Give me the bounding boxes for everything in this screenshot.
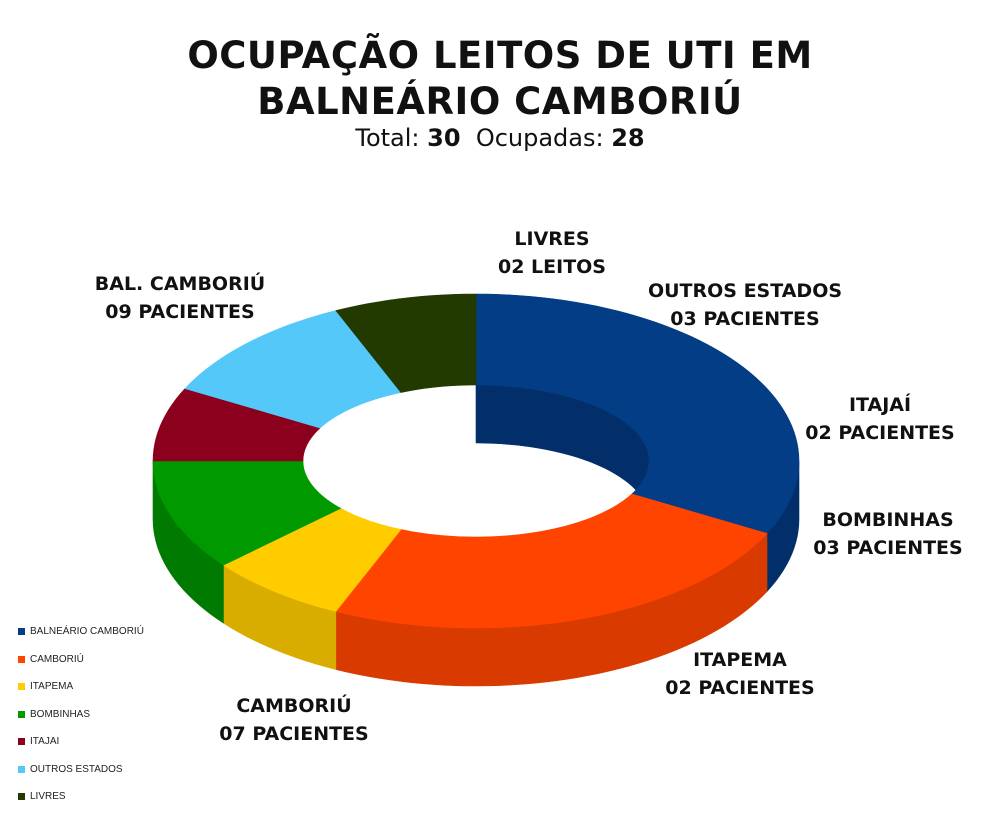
- chart-subtitle: Total: 30 Ocupadas: 28: [0, 124, 1000, 152]
- legend-item: BOMBINHAS: [18, 701, 144, 729]
- legend-swatch: [18, 655, 25, 663]
- total-value: 30: [427, 124, 461, 152]
- legend-label: ITAJAI: [30, 736, 60, 748]
- slice-label-livres: LIVRES 02 LEITOS: [462, 225, 642, 281]
- chart-title-line2: BALNEÁRIO CAMBORIÚ: [257, 80, 743, 123]
- slice-label-line2: 02 PACIENTES: [805, 422, 955, 444]
- slice-label-camboriu: CAMBORIÚ 07 PACIENTES: [204, 692, 384, 748]
- total-label: Total:: [355, 124, 420, 152]
- chart-title-line1: OCUPAÇÃO LEITOS DE UTI EM: [187, 34, 813, 77]
- slice-label-line1: ITAJAÍ: [848, 394, 912, 416]
- legend-item: OUTROS ESTADOS: [18, 756, 144, 784]
- slice-label-line2: 09 PACIENTES: [105, 301, 255, 323]
- legend-item: LIVRES: [18, 783, 144, 811]
- chart-legend: BALNEÁRIO CAMBORIÚ CAMBORIÚ ITAPEMA BOMB…: [18, 618, 144, 811]
- legend-swatch: [18, 710, 25, 718]
- slice-label-itajai: ITAJAÍ 02 PACIENTES: [790, 391, 970, 447]
- legend-label: BALNEÁRIO CAMBORIÚ: [30, 626, 144, 638]
- legend-swatch: [18, 738, 25, 746]
- slice-label-itapema: ITAPEMA 02 PACIENTES: [650, 646, 830, 702]
- legend-swatch: [18, 683, 25, 691]
- legend-item: CAMBORIÚ: [18, 646, 144, 674]
- slice-label-bal-camboriu: BAL. CAMBORIÚ 09 PACIENTES: [90, 270, 270, 326]
- slice-label-line2: 07 PACIENTES: [219, 723, 369, 745]
- legend-swatch: [18, 765, 25, 773]
- slice-label-line1: LIVRES: [514, 228, 590, 250]
- legend-swatch: [18, 793, 25, 801]
- legend-label: OUTROS ESTADOS: [30, 763, 123, 775]
- slice-label-line2: 03 PACIENTES: [670, 308, 820, 330]
- slice-label-line1: OUTROS ESTADOS: [647, 280, 843, 302]
- slice-label-line1: BOMBINHAS: [822, 509, 954, 531]
- slice-label-line2: 02 PACIENTES: [665, 677, 815, 699]
- legend-label: BOMBINHAS: [30, 708, 91, 720]
- slice-label-line1: BAL. CAMBORIÚ: [94, 273, 266, 295]
- legend-swatch: [18, 628, 25, 636]
- slice-label-line1: CAMBORIÚ: [236, 695, 352, 717]
- legend-label: LIVRES: [30, 791, 66, 803]
- legend-item: BALNEÁRIO CAMBORIÚ: [18, 618, 144, 646]
- legend-item: ITAJAI: [18, 728, 144, 756]
- slice-label-outros-estados: OUTROS ESTADOS 03 PACIENTES: [640, 277, 850, 333]
- occupied-value: 28: [611, 124, 645, 152]
- slice-label-bombinhas: BOMBINHAS 03 PACIENTES: [798, 506, 978, 562]
- legend-label: ITAPEMA: [30, 681, 74, 693]
- slice-label-line2: 03 PACIENTES: [813, 537, 963, 559]
- legend-label: CAMBORIÚ: [30, 653, 84, 665]
- slice-label-line1: ITAPEMA: [693, 649, 787, 671]
- slice-livres: [335, 293, 477, 393]
- legend-item: ITAPEMA: [18, 673, 144, 701]
- occupied-label: Ocupadas:: [475, 124, 604, 152]
- slice-label-line2: 02 LEITOS: [497, 256, 606, 278]
